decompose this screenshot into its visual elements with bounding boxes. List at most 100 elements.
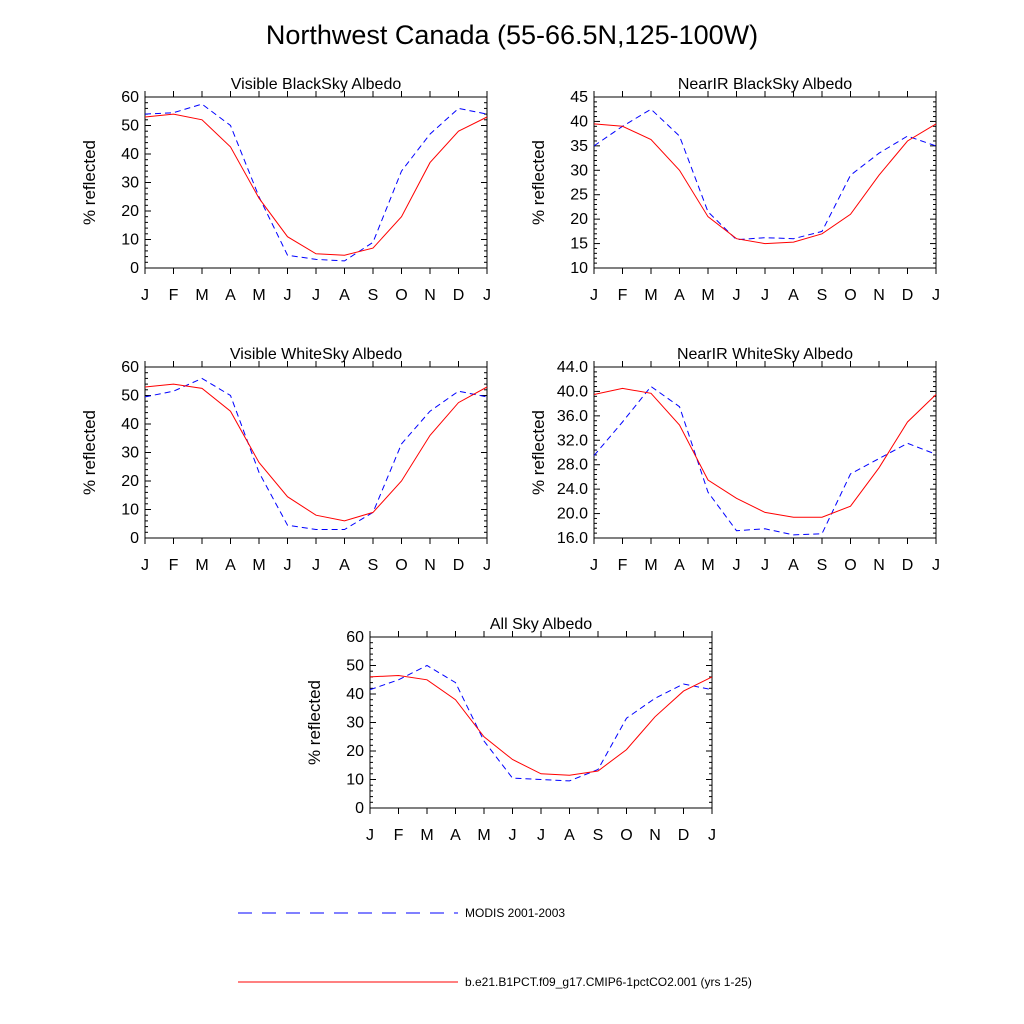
panel-title: Visible WhiteSky Albedo [230, 346, 402, 363]
x-tick-label: D [453, 287, 465, 304]
y-tick-label: 25 [570, 187, 588, 204]
panel-title: Visible BlackSky Albedo [231, 76, 402, 93]
y-tick-label: 30 [121, 175, 139, 192]
x-tick-label: N [649, 827, 661, 844]
x-tick-label: A [450, 827, 461, 844]
x-tick-label: J [312, 557, 320, 574]
y-tick-label: 10 [121, 502, 139, 519]
y-tick-label: 36.0 [557, 408, 588, 425]
x-tick-label: J [366, 827, 374, 844]
x-tick-label: J [733, 287, 741, 304]
x-tick-label: J [761, 557, 769, 574]
y-tick-label: 10 [121, 232, 139, 249]
y-tick-label: 40 [121, 146, 139, 163]
y-tick-label: 50 [346, 658, 364, 675]
x-tick-label: A [225, 287, 236, 304]
y-axis-label: % reflected [305, 680, 324, 765]
legend-label-model: b.e21.B1PCT.f09_g17.CMIP6-1pctCO2.001 (y… [465, 975, 752, 989]
x-tick-label: J [483, 557, 491, 574]
series-line-model [593, 123, 937, 245]
y-tick-label: 0 [130, 530, 139, 547]
x-tick-label: M [701, 557, 714, 574]
y-tick-label: 35 [570, 138, 588, 155]
panel-4: NearIR WhiteSky Albedo % reflected 16.0 20.… [529, 346, 940, 574]
x-tick-label: D [453, 557, 465, 574]
x-tick-label: N [873, 287, 885, 304]
panel-title: NearIR BlackSky Albedo [678, 76, 852, 93]
series-line-modis [593, 385, 937, 536]
x-tick-label: A [788, 557, 799, 574]
x-tick-label: D [678, 827, 690, 844]
y-tick-label: 20 [570, 211, 588, 228]
x-tick-label: D [902, 287, 914, 304]
x-tick-label: J [590, 287, 598, 304]
y-axis-label: % reflected [529, 140, 548, 225]
y-tick-label: 60 [346, 629, 364, 646]
x-tick-label: O [844, 287, 856, 304]
y-tick-label: 30 [570, 162, 588, 179]
y-tick-label: 0 [355, 800, 364, 817]
x-tick-label: J [590, 557, 598, 574]
x-tick-label: A [788, 287, 799, 304]
series-line-modis [144, 377, 488, 530]
x-tick-label: F [169, 557, 179, 574]
y-tick-label: 16.0 [557, 530, 588, 547]
y-tick-label: 44.0 [557, 359, 588, 376]
y-tick-label: 20 [121, 473, 139, 490]
series-line-model [593, 387, 937, 518]
x-tick-label: A [674, 287, 685, 304]
y-tick-label: 10 [346, 772, 364, 789]
series-line-model [144, 383, 488, 522]
x-tick-label: N [873, 557, 885, 574]
panel-1: Visible BlackSky Albedo % reflected 0 10 20 3… [80, 76, 491, 304]
x-tick-label: J [932, 557, 940, 574]
series-line-modis [144, 103, 488, 262]
series-line-model [369, 674, 713, 776]
x-tick-label: M [195, 287, 208, 304]
y-axis-label: % reflected [529, 410, 548, 495]
x-tick-label: M [644, 287, 657, 304]
y-tick-label: 15 [570, 236, 588, 253]
y-tick-label: 30 [121, 445, 139, 462]
x-tick-label: J [537, 827, 545, 844]
y-tick-label: 40 [346, 686, 364, 703]
y-tick-label: 20 [121, 203, 139, 220]
series-line-modis [369, 664, 713, 782]
x-tick-label: F [169, 287, 179, 304]
x-tick-label: O [395, 557, 407, 574]
series-line-model [144, 113, 488, 256]
x-tick-label: N [424, 557, 436, 574]
x-tick-label: J [509, 827, 517, 844]
x-tick-label: J [733, 557, 741, 574]
x-tick-label: S [593, 827, 604, 844]
y-tick-label: 40.0 [557, 383, 588, 400]
x-tick-label: M [195, 557, 208, 574]
x-tick-label: N [424, 287, 436, 304]
y-tick-label: 40 [570, 113, 588, 130]
x-tick-label: A [339, 557, 350, 574]
y-tick-label: 50 [121, 388, 139, 405]
plot-frame [593, 96, 937, 269]
x-tick-label: F [618, 557, 628, 574]
y-axis-label: % reflected [80, 410, 99, 495]
y-tick-label: 45 [570, 89, 588, 106]
series-line-modis [593, 108, 937, 241]
panel-5: All Sky Albedo % reflected 0 10 20 30 40 50 60 J F… [305, 616, 716, 844]
x-tick-label: M [644, 557, 657, 574]
x-tick-label: M [252, 287, 265, 304]
x-tick-label: J [284, 287, 292, 304]
x-tick-label: J [761, 287, 769, 304]
x-tick-label: O [620, 827, 632, 844]
y-tick-label: 32.0 [557, 432, 588, 449]
y-tick-label: 24.0 [557, 481, 588, 498]
x-tick-label: A [225, 557, 236, 574]
y-tick-label: 28.0 [557, 457, 588, 474]
x-tick-label: M [477, 827, 490, 844]
x-tick-label: O [395, 287, 407, 304]
legend-label-modis: MODIS 2001-2003 [465, 906, 566, 920]
plot-frame [144, 96, 488, 269]
x-tick-label: O [844, 557, 856, 574]
x-tick-label: J [284, 557, 292, 574]
x-tick-label: S [817, 287, 828, 304]
